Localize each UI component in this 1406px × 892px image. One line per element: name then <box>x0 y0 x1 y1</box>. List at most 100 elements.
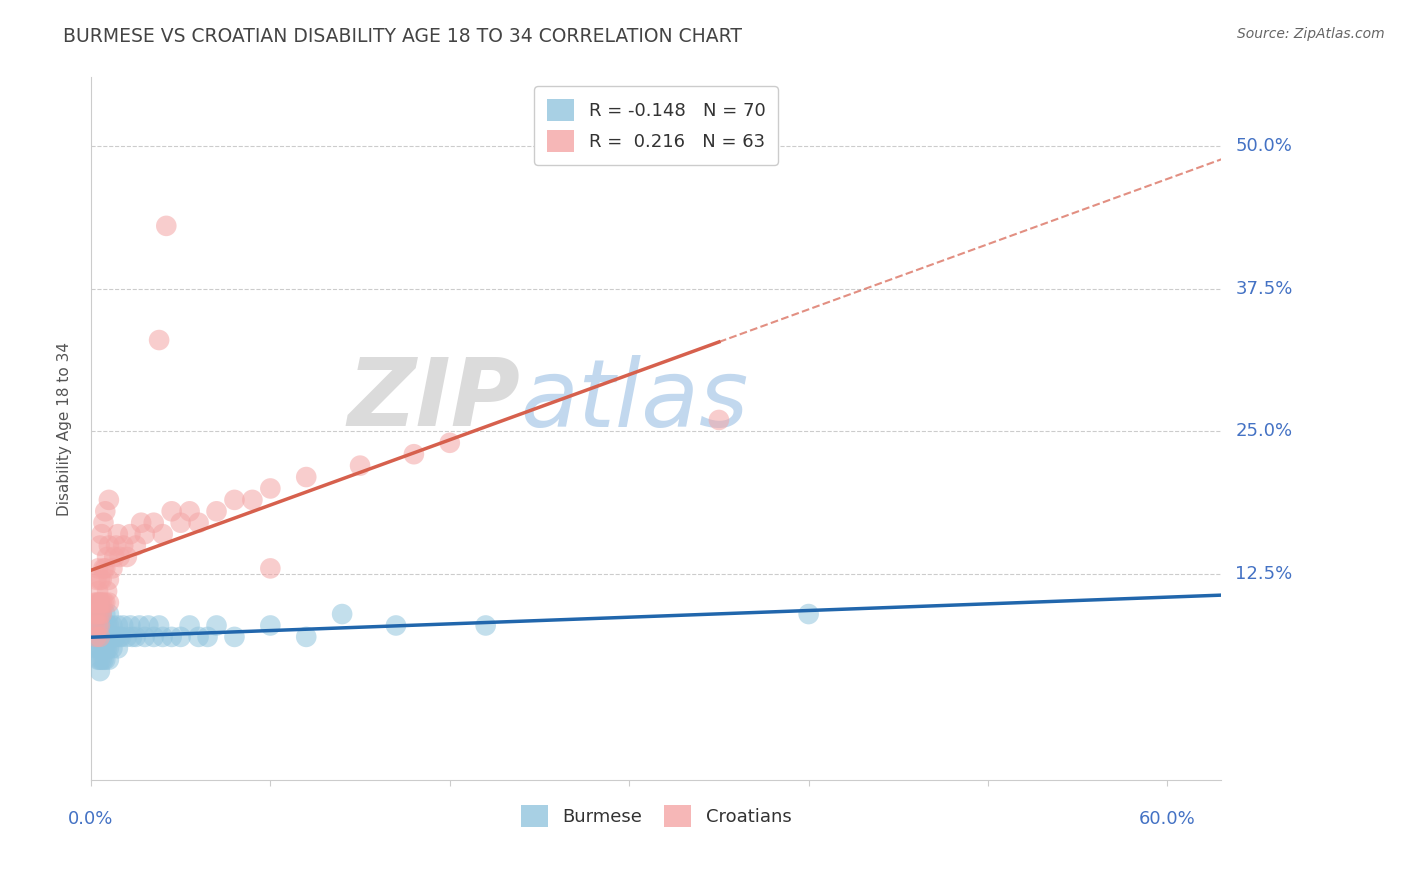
Point <box>89 596 111 610</box>
Point <box>169 516 191 530</box>
Point <box>94 504 117 518</box>
Point <box>89 539 111 553</box>
Point <box>110 630 132 644</box>
Point <box>87 630 110 644</box>
Point <box>142 516 165 530</box>
Point <box>86 573 108 587</box>
Point <box>107 641 129 656</box>
Point <box>93 653 115 667</box>
Point <box>97 607 120 621</box>
Point <box>89 618 111 632</box>
Point <box>179 618 201 632</box>
Point <box>121 630 143 644</box>
Point <box>89 630 111 644</box>
Point <box>90 618 112 632</box>
Point <box>103 630 125 644</box>
Point <box>148 618 170 632</box>
Point <box>330 607 353 621</box>
Point <box>96 618 118 632</box>
Point <box>86 607 108 621</box>
Point <box>242 492 264 507</box>
Point <box>83 618 105 632</box>
Point <box>197 630 219 644</box>
Point <box>96 630 118 644</box>
Point <box>89 641 111 656</box>
Y-axis label: Disability Age 18 to 34: Disability Age 18 to 34 <box>58 342 72 516</box>
Point <box>93 618 115 632</box>
Text: 37.5%: 37.5% <box>1236 280 1292 298</box>
Point <box>148 333 170 347</box>
Text: 0.0%: 0.0% <box>69 810 114 828</box>
Point <box>187 516 209 530</box>
Point <box>349 458 371 473</box>
Point <box>160 504 183 518</box>
Point <box>87 618 110 632</box>
Point <box>90 527 112 541</box>
Point <box>259 618 281 632</box>
Text: 50.0%: 50.0% <box>1236 137 1292 155</box>
Point <box>120 527 142 541</box>
Point <box>94 561 117 575</box>
Point <box>97 596 120 610</box>
Point <box>152 527 174 541</box>
Point <box>94 630 117 644</box>
Point <box>120 618 142 632</box>
Point <box>97 539 120 553</box>
Point <box>89 573 111 587</box>
Point <box>115 549 138 564</box>
Point <box>112 539 135 553</box>
Point <box>90 630 112 644</box>
Legend: Burmese, Croatians: Burmese, Croatians <box>513 797 799 834</box>
Point <box>797 607 820 621</box>
Point <box>90 641 112 656</box>
Point <box>96 584 118 599</box>
Point <box>86 607 108 621</box>
Point <box>138 618 160 632</box>
Point <box>89 664 111 678</box>
Point <box>105 630 128 644</box>
Point <box>259 561 281 575</box>
Point <box>86 630 108 644</box>
Point <box>160 630 183 644</box>
Point <box>93 630 115 644</box>
Point <box>90 607 112 621</box>
Point <box>187 630 209 644</box>
Point <box>87 596 110 610</box>
Point <box>90 573 112 587</box>
Point <box>87 561 110 575</box>
Point <box>107 618 129 632</box>
Point <box>93 641 115 656</box>
Point <box>87 653 110 667</box>
Point <box>205 504 228 518</box>
Point <box>97 653 120 667</box>
Point <box>94 641 117 656</box>
Point <box>101 561 124 575</box>
Point <box>86 618 108 632</box>
Point <box>128 618 150 632</box>
Point <box>103 549 125 564</box>
Text: 12.5%: 12.5% <box>1236 566 1292 583</box>
Point <box>179 504 201 518</box>
Point <box>402 447 425 461</box>
Point <box>89 596 111 610</box>
Point <box>97 573 120 587</box>
Point <box>83 641 105 656</box>
Point <box>89 653 111 667</box>
Point <box>90 653 112 667</box>
Point <box>93 516 115 530</box>
Point <box>97 492 120 507</box>
Point <box>169 630 191 644</box>
Point <box>115 630 138 644</box>
Point <box>97 641 120 656</box>
Point <box>295 470 318 484</box>
Point <box>101 618 124 632</box>
Text: Source: ZipAtlas.com: Source: ZipAtlas.com <box>1237 27 1385 41</box>
Point <box>112 618 135 632</box>
Point <box>90 596 112 610</box>
Point <box>87 607 110 621</box>
Point <box>87 584 110 599</box>
Point <box>83 607 105 621</box>
Point <box>89 630 111 644</box>
Point <box>439 435 461 450</box>
Point <box>224 492 246 507</box>
